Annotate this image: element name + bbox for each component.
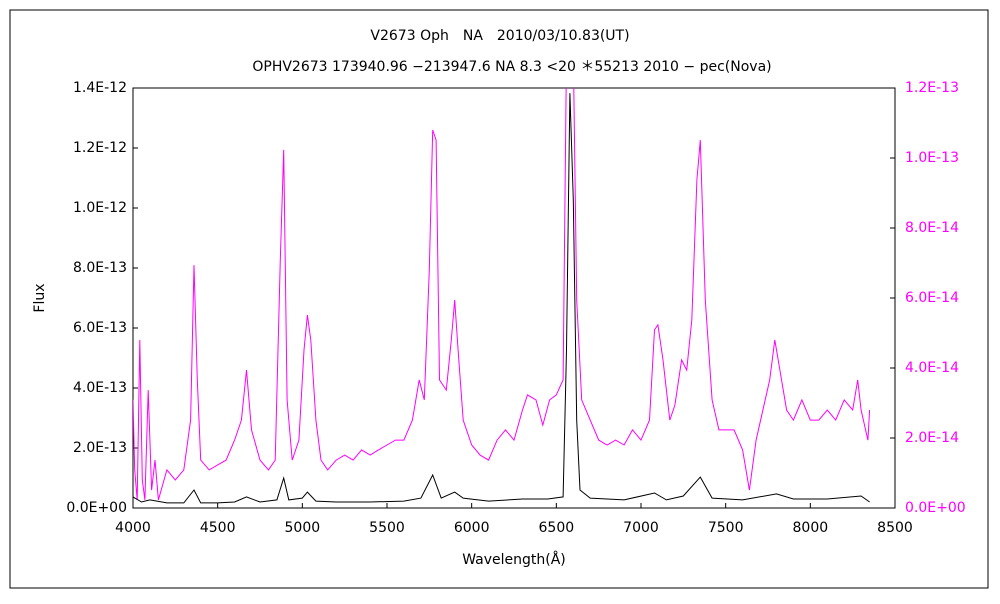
y-tick-label: 6.0E-13	[73, 320, 127, 336]
y2-tick-label: 4.0E-14	[905, 360, 959, 376]
y2-tick-label: 6.0E-14	[905, 290, 959, 306]
x-tick-label: 6500	[539, 520, 575, 536]
x-tick-label: 8500	[877, 520, 913, 536]
y-tick-label: 4.0E-13	[73, 380, 127, 396]
y-tick-label: 0.0E+00	[66, 500, 127, 516]
y-tick-label: 1.0E-12	[73, 200, 127, 216]
y-tick-label: 1.2E-12	[73, 140, 127, 156]
y-axis-label: Flux	[32, 283, 48, 312]
x-tick-label: 7000	[623, 520, 659, 536]
chart-subtitle: OPHV2673 173940.96 −213947.6 NA 8.3 <20 …	[252, 59, 771, 75]
y2-tick-label: 8.0E-14	[905, 220, 959, 236]
y-tick-label: 2.0E-13	[73, 440, 127, 456]
chart-title: V2673 Oph NA 2010/03/10.83(UT)	[370, 28, 629, 44]
y2-tick-label: 2.0E-14	[905, 430, 959, 446]
y2-tick-label: 0.0E+00	[905, 500, 966, 516]
x-tick-label: 4000	[115, 520, 151, 536]
x-tick-label: 5000	[285, 520, 321, 536]
frame	[9, 9, 989, 589]
x-tick-label: 8000	[793, 520, 829, 536]
spectrum-line	[133, 88, 871, 501]
x-tick-label: 7500	[708, 520, 744, 536]
y2-tick-label: 1.0E-13	[905, 150, 959, 166]
x-tick-label: 6000	[454, 520, 490, 536]
x-tick-label: 5500	[369, 520, 405, 536]
y-tick-label: 1.4E-12	[73, 80, 127, 96]
x-axis-label: Wavelength(Å)	[462, 551, 566, 568]
y2-tick-label: 1.2E-13	[905, 80, 959, 96]
spectrum-line	[133, 93, 870, 504]
x-tick-label: 4500	[200, 520, 236, 536]
y-tick-label: 8.0E-13	[73, 260, 127, 276]
